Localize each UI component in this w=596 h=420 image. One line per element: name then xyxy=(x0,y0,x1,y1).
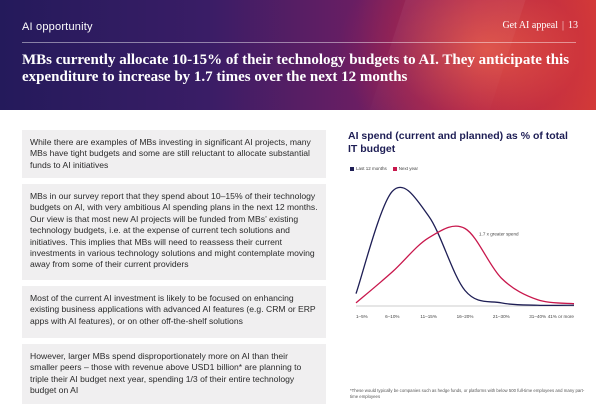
text-column: While there are examples of MBs investin… xyxy=(22,130,326,410)
legend-item: Next year xyxy=(392,166,419,171)
x-tick-label: 21–30% xyxy=(493,314,510,319)
series-line-1 xyxy=(355,186,575,307)
legend-swatch xyxy=(350,166,354,171)
x-tick-label: 16–20% xyxy=(457,314,474,319)
chart-legend: Last 12 months Next year xyxy=(350,166,418,171)
paragraph-box: While there are examples of MBs investin… xyxy=(22,130,326,178)
header-banner: AI opportunity Get AI appeal | 13 MBs curr… xyxy=(0,0,596,110)
section-label: AI opportunity xyxy=(22,21,93,33)
header-divider xyxy=(22,42,576,43)
x-tick-label: 31–40% xyxy=(529,314,546,319)
page-headline: MBs currently allocate 10-15% of their t… xyxy=(22,52,570,85)
paragraph-box: However, larger MBs spend disproportiona… xyxy=(22,344,326,404)
legend-label: Next year xyxy=(398,166,419,171)
paragraph-box: MBs in our survey report that they spend… xyxy=(22,184,326,280)
chart-title: AI spend (current and planned) as % of t… xyxy=(348,130,568,155)
legend-swatch xyxy=(392,166,397,171)
series-line-2 xyxy=(355,225,575,305)
x-tick-label: 6–10% xyxy=(385,314,399,319)
page-separator: | xyxy=(561,20,564,31)
page-number: 13 xyxy=(568,20,578,31)
legend-item: Last 12 months xyxy=(350,166,387,171)
document-title: Get AI appeal xyxy=(502,20,558,31)
line-chart: 1–5% 6–10% 11–15% 16–20% 21–30% 31–40% 41% or … xyxy=(355,186,575,319)
legend-label: Last 12 months xyxy=(356,166,387,171)
footnote: *These would typically be companies such… xyxy=(350,388,585,399)
x-tick-label: 1–5% xyxy=(356,314,368,319)
chart-annotation: 1.7 x greater spend xyxy=(479,231,519,236)
page-reference: Get AI appeal | 13 xyxy=(502,20,578,31)
x-tick-label: 11–15% xyxy=(420,314,437,319)
header-glow xyxy=(336,0,596,110)
paragraph-box: Most of the current AI investment is lik… xyxy=(22,286,326,338)
x-tick-label: 41% or more xyxy=(548,314,575,319)
